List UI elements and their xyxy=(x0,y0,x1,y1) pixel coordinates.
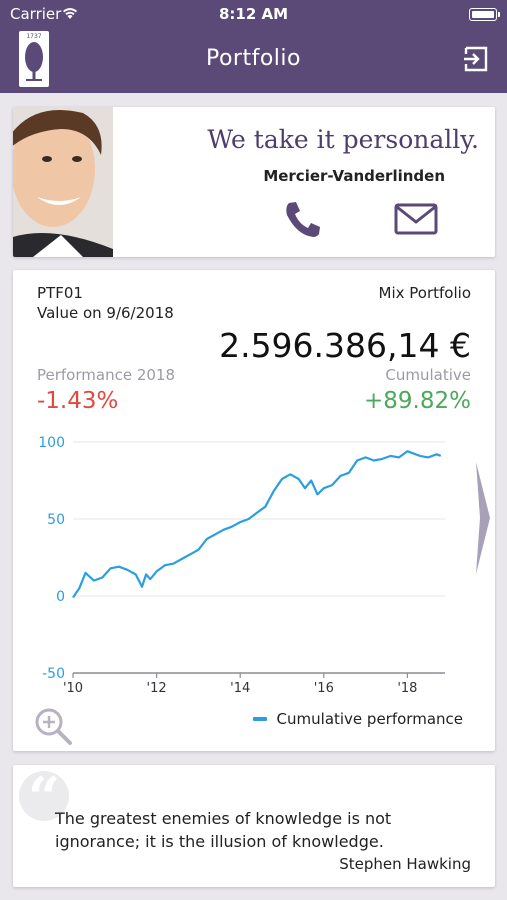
chart-legend: Cumulative performance xyxy=(252,710,463,728)
advisor-photo xyxy=(13,107,113,257)
carrier-label: Carrier xyxy=(10,5,62,23)
quote-text: The greatest enemies of knowledge is not… xyxy=(55,809,392,851)
chevron-right-icon[interactable] xyxy=(474,462,492,574)
logout-icon[interactable] xyxy=(463,46,489,72)
battery-icon xyxy=(469,8,500,21)
quote-author: Stephen Hawking xyxy=(339,855,471,873)
advisor-name: Mercier-Vanderlinden xyxy=(263,167,445,185)
series-line-cumulative-performance xyxy=(72,450,442,599)
portfolio-card[interactable]: PTF01 Mix Portfolio Value on 9/6/2018 2.… xyxy=(13,270,495,751)
wifi-icon xyxy=(63,8,77,19)
y-tick-label: 50 xyxy=(47,512,65,528)
x-tick-label: '16 xyxy=(314,681,334,695)
cumulative-value: +89.82% xyxy=(364,388,471,414)
performance-value: -1.43% xyxy=(37,388,119,414)
portfolio-value: 2.596.386,14 € xyxy=(219,326,471,365)
phone-icon[interactable] xyxy=(283,199,323,239)
performance-chart[interactable]: 100 50 0 -50'10 '12 '14 '16 '18 xyxy=(13,425,495,695)
y-tick-label: -50 xyxy=(42,666,65,682)
clock: 8:12 AM xyxy=(218,5,289,23)
portfolio-code: PTF01 xyxy=(37,284,83,302)
cumulative-label: Cumulative xyxy=(385,366,471,384)
legend-label: Cumulative performance xyxy=(276,710,463,728)
quote-card: “ The greatest enemies of knowledge is n… xyxy=(13,765,495,887)
x-tick-label: '14 xyxy=(230,681,250,695)
zoom-icon[interactable] xyxy=(32,705,74,747)
quote-icon: “ xyxy=(19,765,69,831)
navigation-bar: Carrier 8:12 AM 1737 Portfolio xyxy=(0,0,507,93)
x-tick-label: '18 xyxy=(397,681,417,695)
x-tick-label: '12 xyxy=(147,681,167,695)
status-bar: Carrier 8:12 AM xyxy=(0,0,507,30)
logo-year: 1737 xyxy=(26,33,42,40)
slogan: We take it personally. xyxy=(207,125,479,154)
tree-icon xyxy=(25,42,43,81)
advisor-card: We take it personally. Mercier-Vanderlin… xyxy=(13,107,495,257)
y-tick-label: 0 xyxy=(56,589,65,605)
portfolio-type: Mix Portfolio xyxy=(378,284,471,302)
page-title: Portfolio xyxy=(205,46,301,71)
legend-swatch xyxy=(252,717,267,721)
value-date-label: Value on 9/6/2018 xyxy=(37,304,174,322)
bank-logo: 1737 xyxy=(19,31,49,87)
performance-label: Performance 2018 xyxy=(37,366,175,384)
x-tick-label: '10 xyxy=(63,681,83,695)
y-tick-label: 100 xyxy=(38,435,65,451)
mail-icon[interactable] xyxy=(394,203,438,235)
